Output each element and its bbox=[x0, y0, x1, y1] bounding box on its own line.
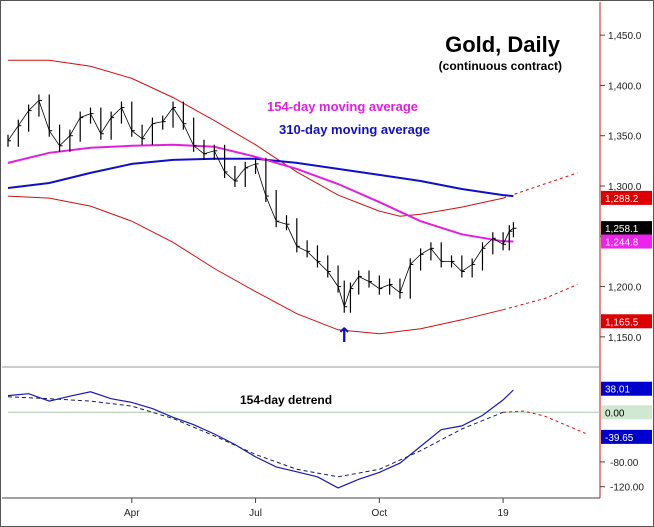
oscillator-last-value-flag-bg bbox=[601, 405, 652, 420]
oscillator-last-value-flag: 0.00 bbox=[601, 405, 652, 420]
price-last-value-flag: 1,258.1 bbox=[601, 221, 652, 236]
low-marker-arrow-icon: ↑ bbox=[336, 323, 353, 347]
price-last-value-flag-bg bbox=[601, 234, 652, 249]
price-last-value-flag: 1,165.5 bbox=[601, 314, 652, 329]
time-tick-label: Oct bbox=[372, 508, 388, 519]
detrend-line bbox=[7, 389, 514, 489]
price-last-value-flag-label: 1,288.2 bbox=[605, 194, 639, 205]
oscillator-last-value-flag-label: 0.00 bbox=[605, 408, 625, 419]
detrend-smoothed-line bbox=[7, 396, 504, 478]
oscillator-tick-label: -120.00 bbox=[610, 483, 644, 494]
upper-band-projection bbox=[502, 172, 578, 199]
price-last-value-flag-label: 1,244.8 bbox=[605, 238, 639, 249]
oscillator-label: 154-day detrend bbox=[240, 393, 332, 407]
oscillator-last-value-flag-label: 38.01 bbox=[605, 385, 630, 396]
detrend-projection-line bbox=[503, 410, 586, 434]
oscillator-axis-ticks: -80.00 -120.00 bbox=[600, 458, 644, 494]
oscillator-tick-label: -80.00 bbox=[610, 458, 639, 469]
oscillator-panel bbox=[7, 389, 600, 489]
price-close-line bbox=[7, 99, 514, 309]
time-tick-label: Jul bbox=[249, 508, 262, 519]
time-tick-label: 19 bbox=[498, 508, 510, 519]
price-tick-label: 1,350.0 bbox=[608, 132, 642, 143]
oscillator-last-value-flag: 38.01 bbox=[601, 381, 652, 396]
chart-subtitle: (continuous contract) bbox=[439, 59, 562, 73]
oscillator-last-value-flag: -39.65 bbox=[601, 429, 652, 444]
price-last-value-flag-label: 1,258.1 bbox=[605, 224, 639, 235]
price-last-value-flag-bg bbox=[601, 314, 652, 329]
legend-ma154: 154-day moving average bbox=[267, 99, 418, 114]
time-axis-ticks: Apr Jul Oct 19 bbox=[124, 498, 509, 519]
legend-ma310: 310-day moving average bbox=[279, 122, 430, 137]
chart-title: Gold, Daily bbox=[445, 32, 561, 57]
price-panel: ↑ bbox=[7, 59, 578, 347]
oscillator-last-value-flag-label: -39.65 bbox=[605, 433, 634, 444]
price-last-value-flag-label: 1,165.5 bbox=[605, 317, 639, 328]
price-last-value-flag: 1,244.8 bbox=[601, 234, 652, 249]
price-tick-label: 1,150.0 bbox=[608, 333, 642, 344]
ma154-line bbox=[7, 143, 514, 243]
price-last-value-flag-bg bbox=[601, 221, 652, 236]
price-tick-label: 1,450.0 bbox=[608, 31, 642, 42]
oscillator-last-value-flag-bg bbox=[601, 381, 652, 396]
lower-band-line bbox=[7, 195, 504, 335]
ma310-line bbox=[7, 157, 514, 198]
price-tick-label: 1,200.0 bbox=[608, 283, 642, 294]
lower-band-projection bbox=[502, 284, 578, 311]
time-tick-label: Apr bbox=[124, 508, 140, 519]
last-value-flags: 1,288.2 1,258.1 1,244.8 1,165.5 38.01 0.00 -39… bbox=[601, 190, 652, 444]
oscillator-last-value-flag-bg bbox=[601, 429, 652, 444]
price-tick-label: 1,400.0 bbox=[608, 81, 642, 92]
price-last-value-flag: 1,288.2 bbox=[601, 190, 652, 205]
upper-band-line bbox=[8, 59, 504, 217]
price-last-value-flag-bg bbox=[601, 190, 652, 205]
price-tick-label: 1,300.0 bbox=[608, 182, 642, 193]
